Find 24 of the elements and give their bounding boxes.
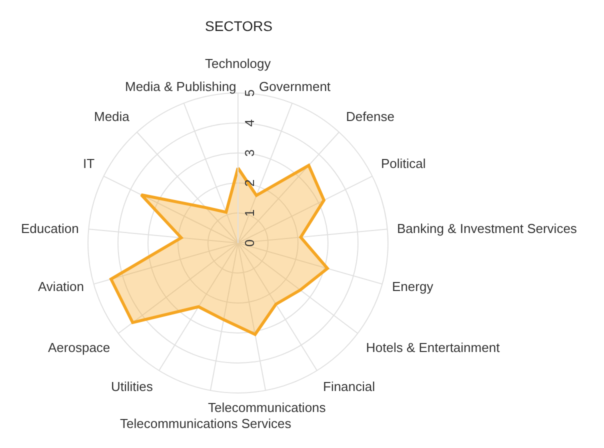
y-tick-label: 0	[242, 239, 258, 247]
spoke-label: Media	[94, 109, 130, 124]
y-tick-label: 5	[242, 89, 258, 97]
y-tick-label: 2	[242, 179, 258, 187]
spoke-label: Banking & Investment Services	[397, 221, 578, 236]
spoke-label: Defense	[346, 109, 394, 124]
spoke-label: Media & Publishing	[125, 79, 236, 94]
spoke-label: IT	[83, 156, 95, 171]
spoke-label: Financial	[323, 379, 376, 394]
spoke-label: Telecommunications	[208, 400, 326, 415]
spoke-label: Aviation	[38, 279, 84, 294]
spoke-label: Political	[381, 156, 426, 171]
y-tick-label: 3	[242, 149, 258, 157]
spoke-label: Government	[259, 79, 331, 94]
y-tick-label: 4	[242, 119, 258, 127]
spoke-label: Telecommunications Services	[120, 416, 292, 431]
spoke-label: Hotels & Entertainment	[366, 340, 500, 355]
spoke-label: Technology	[205, 56, 272, 71]
spoke-label: Energy	[392, 279, 434, 294]
spoke-label: Education	[21, 221, 79, 236]
chart-title: SECTORS	[205, 18, 272, 34]
y-tick-label: 1	[242, 209, 258, 217]
spoke-label: Aerospace	[48, 340, 110, 355]
spoke-label: Utilities	[111, 379, 154, 394]
